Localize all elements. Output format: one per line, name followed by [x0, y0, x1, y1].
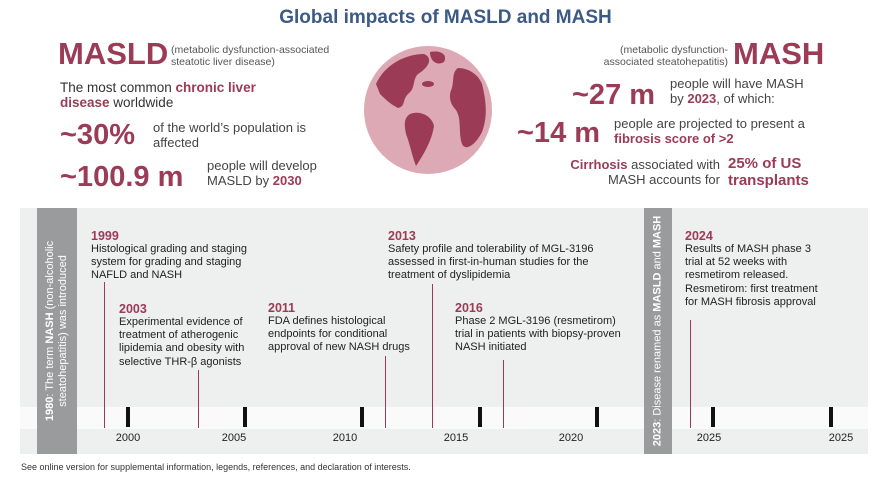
mash-stat1-value: ~27 m — [572, 79, 656, 111]
event-2003: 2003 Experimental evidence of treatment … — [119, 302, 259, 369]
mash-cirrhosis-rest: associated with MASH accounts for — [608, 157, 720, 187]
event-year: 2016 — [455, 301, 483, 315]
event-text: Histological grading and staging system … — [91, 243, 247, 282]
mash-full-name: (metabolic dysfunction-associated steato… — [603, 44, 728, 68]
axis-label: 2025 — [696, 432, 722, 444]
timeline-1980-line1: 1980: The term NASH (non-alcoholic — [44, 241, 57, 421]
axis-tick — [243, 407, 247, 427]
timeline-axis-strip — [20, 407, 868, 429]
axis-label: 2020 — [558, 432, 584, 444]
axis-tick — [126, 407, 130, 427]
mash-heading: MASH — [733, 36, 825, 71]
event-text: Results of MASH phase 3 trial at 52 week… — [685, 243, 818, 308]
event-2024-leader — [690, 320, 691, 428]
axis-label: 2010 — [332, 432, 358, 444]
masld-desc-post: worldwide — [109, 95, 174, 110]
masld-stat2-year: 2030 — [272, 173, 302, 188]
timeline-2023-label: 2023: Disease renamed as MASLD and MASH — [652, 216, 665, 447]
event-2016-leader — [503, 360, 504, 428]
event-year: 2013 — [388, 229, 416, 243]
timeline-1980-text2: (non-alcoholic — [44, 240, 56, 313]
event-year: 1999 — [91, 229, 119, 243]
timeline-1980-year: 1980 — [44, 396, 56, 422]
event-2024: 2024 Results of MASH phase 3 trial at 52… — [685, 229, 830, 309]
timeline-1980-text: : The term — [44, 343, 56, 397]
masld-description: The most common chronic liver disease wo… — [60, 80, 300, 110]
event-year: 2024 — [685, 229, 713, 243]
mash-stat1-text-post: , of which: — [716, 91, 775, 106]
mash-transplant-highlight: 25% of US transplants — [728, 155, 809, 189]
event-text: Phase 2 MGL-3196 (resmetirom) trial in p… — [455, 315, 621, 354]
event-2011: 2011 FDA defines histological endpoints … — [268, 301, 423, 355]
mash-stat1-text-pre: people will have MASH by — [670, 76, 804, 106]
axis-tick — [478, 407, 482, 427]
event-2003-leader — [198, 370, 199, 428]
mash-stat1-year: 2023 — [687, 91, 717, 106]
masld-stat2-text-pre: people will develop MASLD by — [207, 158, 317, 188]
mash-stat1-text: people will have MASH by 2023, of which: — [670, 76, 810, 106]
event-year: 2011 — [268, 301, 296, 315]
masld-stat2-value: ~100.9 m — [60, 161, 184, 193]
mash-stat2-text-pre: people are projected to present a — [614, 116, 805, 131]
event-2011-leader — [385, 356, 386, 428]
mash-stat2-value: ~14 m — [517, 117, 601, 149]
event-1999-leader — [104, 282, 105, 428]
axis-tick — [360, 407, 364, 427]
axis-tick — [595, 407, 599, 427]
masld-stat1-value: ~30% — [60, 119, 135, 151]
axis-tick — [711, 407, 715, 427]
mash-cirrhosis-text: Cirrhosis associated with MASH accounts … — [540, 157, 720, 187]
timeline-1980-label: 1980: The term NASH (non-alcoholic steat… — [44, 241, 70, 421]
axis-tick — [829, 407, 833, 427]
event-text: Experimental evidence of treatment of at… — [119, 316, 245, 368]
timeline-2023-hl2: MASH — [651, 215, 664, 249]
masld-heading: MASLD — [58, 36, 169, 71]
masld-desc-pre: The most common — [60, 80, 176, 95]
footer-note: See online version for supplemental info… — [21, 462, 411, 472]
event-1999: 1999 Histological grading and staging sy… — [91, 229, 266, 283]
timeline-2023-bar — [644, 208, 672, 454]
timeline-1980-highlight: NASH — [44, 312, 56, 344]
timeline-1980-line2: steatohepatitis) was introduced — [57, 255, 69, 407]
page-title: Global impacts of MASLD and MASH — [279, 7, 612, 28]
event-2013: 2013 Safety profile and tolerability of … — [388, 229, 608, 283]
event-text: Safety profile and tolerability of MGL-3… — [388, 243, 594, 282]
axis-label: 2015 — [443, 432, 469, 444]
mash-stat2-text: people are projected to present a fibros… — [614, 116, 839, 146]
timeline-2023-hl1: MASLD — [651, 272, 664, 312]
event-2013-leader — [432, 284, 433, 428]
event-year: 2003 — [119, 302, 147, 316]
timeline-2023-year: 2023 — [651, 421, 664, 447]
globe-icon — [364, 46, 492, 174]
timeline-2023-and: and — [651, 248, 664, 273]
axis-label: 2000 — [115, 432, 141, 444]
timeline-1980-bar — [37, 208, 77, 454]
masld-stat1-text: of the world’s population is affected — [153, 120, 306, 150]
axis-label: 2005 — [221, 432, 247, 444]
timeline-2023-text: : Disease renamed as — [651, 311, 664, 422]
masld-stat2-text: people will develop MASLD by 2030 — [207, 158, 347, 188]
event-2016: 2016 Phase 2 MGL-3196 (resmetirom) trial… — [455, 301, 635, 355]
axis-label: 2025 — [828, 432, 854, 444]
masld-full-name: (metabolic dysfunction-associated steato… — [171, 44, 330, 68]
masld-desc-highlight: chronic liver disease — [60, 80, 256, 110]
mash-cirrhosis-highlight: Cirrhosis — [570, 157, 628, 172]
mash-stat2-highlight: fibrosis score of >2 — [614, 131, 734, 146]
event-text: FDA defines histological endpoints for c… — [268, 315, 410, 354]
